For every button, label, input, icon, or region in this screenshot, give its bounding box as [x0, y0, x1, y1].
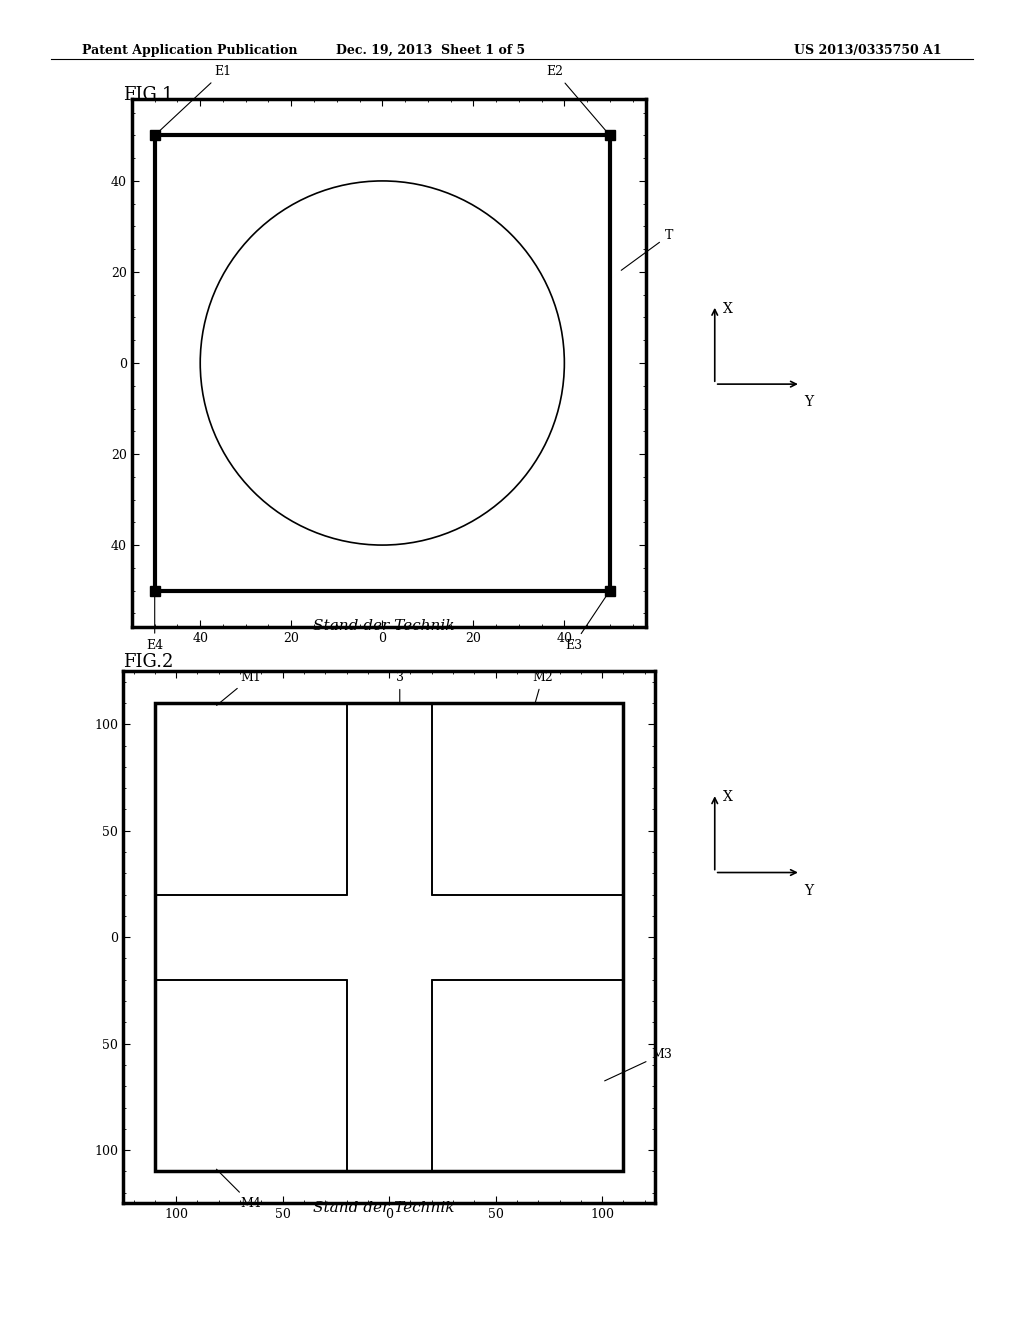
- Text: T: T: [622, 230, 673, 271]
- Text: X: X: [723, 791, 733, 804]
- Bar: [155, 704, 624, 1171]
- Bar: [155, 704, 346, 895]
- Text: US 2013/0335750 A1: US 2013/0335750 A1: [795, 44, 942, 57]
- Text: Y: Y: [805, 883, 814, 898]
- Bar: [432, 704, 624, 895]
- Text: E3: E3: [565, 593, 608, 652]
- Text: M1: M1: [217, 671, 261, 705]
- Text: 3: 3: [395, 671, 403, 705]
- Text: M4: M4: [216, 1170, 261, 1210]
- Text: E1: E1: [157, 65, 231, 133]
- Text: Patent Application Publication: Patent Application Publication: [82, 44, 297, 57]
- Bar: [155, 979, 346, 1171]
- Text: Y: Y: [805, 395, 814, 409]
- Bar: [432, 979, 624, 1171]
- Text: E2: E2: [547, 65, 608, 133]
- Text: X: X: [723, 302, 733, 315]
- Text: Stand der Technik: Stand der Technik: [313, 1201, 455, 1214]
- Text: E4: E4: [146, 594, 163, 652]
- Text: Dec. 19, 2013  Sheet 1 of 5: Dec. 19, 2013 Sheet 1 of 5: [336, 44, 524, 57]
- Text: M3: M3: [604, 1048, 672, 1081]
- Bar: [155, 136, 610, 590]
- Text: Stand der Technik: Stand der Technik: [313, 619, 455, 632]
- Text: FIG.1: FIG.1: [123, 86, 173, 104]
- Text: M2: M2: [532, 671, 553, 705]
- Text: FIG.2: FIG.2: [123, 653, 173, 672]
